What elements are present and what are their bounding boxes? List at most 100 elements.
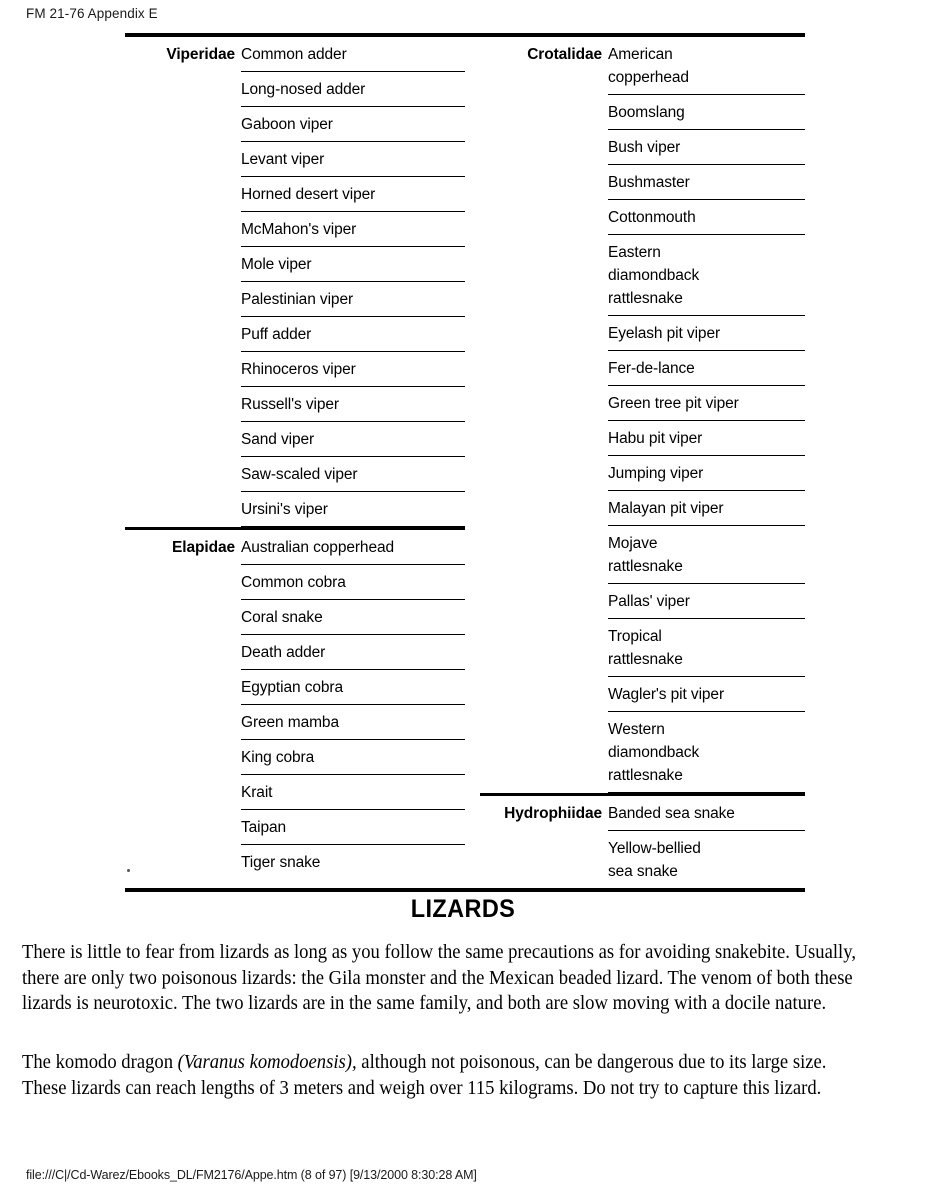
species-name: Habu pit viper <box>608 430 703 447</box>
table-row: Boomslang <box>480 95 805 130</box>
species-cell: Krait <box>241 775 465 810</box>
species-cell: Coral snake <box>241 600 465 635</box>
table-row: Mole viper <box>125 247 465 282</box>
species-binomial-italic: (Varanus komodoensis), <box>177 1052 357 1073</box>
family-group-elapidae: Elapidae Australian copperhead Common cobr… <box>125 527 465 879</box>
family-label-spacer <box>125 247 241 253</box>
species-name: Eastern diamondback rattlesnake <box>608 244 700 307</box>
table-columns: Viperidae Common adder Long-nosed adder Gab… <box>125 37 805 888</box>
family-label-spacer <box>125 705 241 711</box>
species-cell: Mojave rattlesnake <box>608 526 805 584</box>
table-row: Tiger snake <box>125 845 465 879</box>
species-name: Tiger snake <box>241 853 321 871</box>
paragraph-2-lead-text: The komodo dragon <box>22 1052 178 1073</box>
species-cell: Australian copperhead <box>241 530 465 565</box>
species-name: Rhinoceros viper <box>241 361 356 378</box>
species-name: Cottonmouth <box>608 209 696 226</box>
table-row: King cobra <box>125 740 465 775</box>
family-label-spacer <box>125 107 241 113</box>
paragraph-2-tail-text: although not poisonous, can be dangerous… <box>22 1052 827 1099</box>
page-footer-path: file:///C|/Cd-Warez/Ebooks_DL/FM2176/App… <box>26 1168 477 1182</box>
species-cell: Green tree pit viper <box>608 386 805 421</box>
species-name: Ursini's viper <box>241 501 328 518</box>
table-row: Viperidae Common adder <box>125 37 465 72</box>
species-cell: Habu pit viper <box>608 421 805 456</box>
table-row: Long-nosed adder <box>125 72 465 107</box>
species-cell: Russell's viper <box>241 387 465 422</box>
family-label-spacer <box>125 387 241 393</box>
table-row: Cottonmouth <box>480 200 805 235</box>
species-name: Saw-scaled viper <box>241 466 358 483</box>
table-column-right: Crotalidae American copperhead Boomslang Bu… <box>465 37 805 888</box>
table-row: Green mamba <box>125 705 465 740</box>
table-row: Elapidae Australian copperhead <box>125 530 465 565</box>
family-label-spacer <box>480 95 608 101</box>
family-label-spacer <box>480 421 608 427</box>
species-cell: Tiger snake <box>241 845 465 879</box>
species-cell: Malayan pit viper <box>608 491 805 526</box>
species-name: Bushmaster <box>608 174 690 191</box>
family-name-label: Hydrophiidae <box>504 804 602 822</box>
section-title-lizards: LIZARDS <box>410 895 516 923</box>
species-cell: Boomslang <box>608 95 805 130</box>
species-name: Bush viper <box>608 139 681 156</box>
table-column-left: Viperidae Common adder Long-nosed adder Gab… <box>125 37 465 888</box>
species-cell: Ursini's viper <box>241 492 465 527</box>
table-row: Ursini's viper <box>125 492 465 527</box>
species-name: Wagler's pit viper <box>608 686 725 703</box>
species-name: Australian copperhead <box>241 538 395 556</box>
species-cell: Green mamba <box>241 705 465 740</box>
species-name: Malayan pit viper <box>608 500 724 517</box>
species-name: Common cobra <box>241 573 346 591</box>
family-group-hydrophiidae: Hydrophiidae Banded sea snake Yellow-belli… <box>480 793 805 888</box>
family-label-spacer <box>480 386 608 392</box>
table-row: Western diamondback rattlesnake <box>480 712 805 793</box>
family-name-label: Crotalidae <box>527 46 602 63</box>
family-label-spacer <box>480 351 608 357</box>
table-row: Fer-de-lance <box>480 351 805 386</box>
table-row: Eastern diamondback rattlesnake <box>480 235 805 316</box>
family-label-spacer <box>480 584 608 590</box>
table-row: McMahon's viper <box>125 212 465 247</box>
species-cell: Eyelash pit viper <box>608 316 805 351</box>
family-label-spacer <box>125 845 241 851</box>
family-group-crotalidae: Crotalidae American copperhead Boomslang Bu… <box>480 37 805 793</box>
family-group-divider <box>125 527 465 530</box>
species-name: King cobra <box>241 748 315 766</box>
table-row: Jumping viper <box>480 456 805 491</box>
family-group-viperidae: Viperidae Common adder Long-nosed adder Gab… <box>125 37 465 527</box>
species-name: Krait <box>241 783 273 801</box>
page-running-head: FM 21-76 Appendix E <box>26 6 158 21</box>
species-cell: Cottonmouth <box>608 200 805 235</box>
species-name: Boomslang <box>608 104 685 121</box>
species-cell: Pallas' viper <box>608 584 805 619</box>
species-name: Green mamba <box>241 713 339 731</box>
species-cell: Western diamondback rattlesnake <box>608 712 805 793</box>
species-cell: King cobra <box>241 740 465 775</box>
family-label-spacer <box>480 677 608 683</box>
family-label-spacer <box>125 317 241 323</box>
table-row: Taipan <box>125 810 465 845</box>
table-row: Common cobra <box>125 565 465 600</box>
species-name: Banded sea snake <box>608 804 735 822</box>
family-label-spacer <box>125 282 241 288</box>
table-row: Mojave rattlesnake <box>480 526 805 584</box>
species-name: Mole viper <box>241 256 312 273</box>
family-label-spacer <box>125 492 241 498</box>
species-cell: Death adder <box>241 635 465 670</box>
species-cell: Tropical rattlesnake <box>608 619 805 677</box>
family-label-spacer <box>125 352 241 358</box>
family-group-divider <box>480 793 805 796</box>
family-label-spacer <box>125 422 241 428</box>
venomous-snakes-table: Viperidae Common adder Long-nosed adder Gab… <box>125 33 805 892</box>
species-name: Common adder <box>241 46 347 63</box>
table-row: Levant viper <box>125 142 465 177</box>
species-name: Puff adder <box>241 326 312 343</box>
species-name: Taipan <box>241 818 287 836</box>
table-row: Death adder <box>125 635 465 670</box>
species-cell: Palestinian viper <box>241 282 465 317</box>
species-name: Death adder <box>241 643 326 661</box>
table-row: Coral snake <box>125 600 465 635</box>
family-label-spacer <box>125 775 241 781</box>
species-cell: Bushmaster <box>608 165 805 200</box>
